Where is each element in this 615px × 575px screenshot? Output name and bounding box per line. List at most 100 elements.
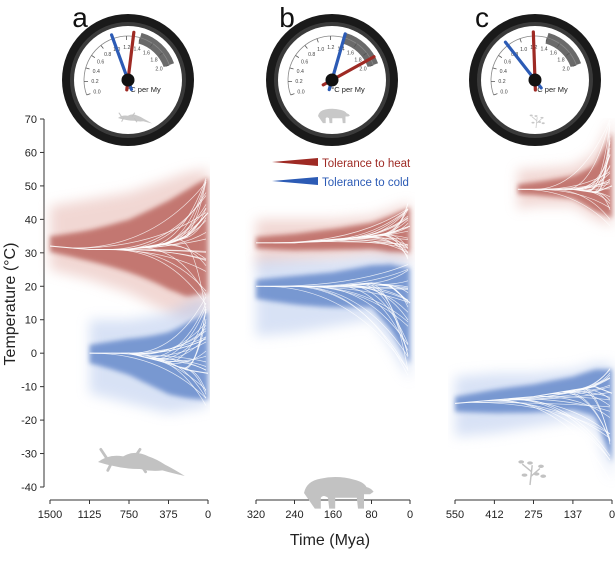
gauge-tick-label: 1.2	[123, 45, 130, 51]
x-tick-label: 320	[247, 509, 265, 521]
panel-a-gauge: 0.00.20.40.60.81.01.21.41.61.82.0°C per …	[62, 14, 194, 146]
gauge-tick-label: 0.8	[104, 52, 111, 58]
lineage-line	[295, 285, 409, 357]
y-tick-label: -40	[21, 482, 37, 494]
lineage-line	[535, 395, 611, 401]
x-tick: 0	[609, 500, 615, 521]
gauge-tick-label: 0.0	[297, 89, 304, 95]
lineage-line	[320, 240, 409, 249]
y-tick-label: -10	[21, 382, 37, 394]
panel-c-bands	[455, 119, 612, 481]
gauge-tick	[91, 55, 96, 58]
y-tick: 0	[31, 348, 44, 360]
heat-core	[517, 132, 612, 218]
lineage-line	[133, 353, 207, 406]
gauge-hub	[325, 73, 339, 87]
lineage-line	[73, 182, 207, 249]
plant-icon	[518, 114, 547, 486]
gauge-tick-label: 2.0	[562, 67, 569, 73]
heat-core	[256, 207, 410, 253]
y-tick-label: 0	[31, 348, 37, 360]
lineage-line	[510, 398, 611, 412]
gauge-tick	[100, 45, 104, 49]
gauge-tick	[363, 52, 367, 56]
lineage-line	[368, 282, 409, 371]
gauge-tick-label: 0.4	[93, 69, 100, 75]
gauge-tick-label: 1.8	[557, 58, 564, 64]
lineage-line	[91, 352, 207, 399]
x-tick: 412	[485, 500, 504, 521]
x-tick-label: 0	[407, 509, 413, 521]
gauge-tick-label: 0.8	[308, 52, 315, 58]
y-tick-group: 70 60 50 40 30 20 10 0 -10 -20 -30 -40	[21, 114, 44, 494]
gauge-tick-label: 0.6	[504, 60, 511, 66]
gauge-tick-label: 0.0	[93, 89, 100, 95]
lineage-line	[107, 195, 207, 250]
y-tick: 40	[25, 214, 44, 226]
heat-mean-line	[256, 225, 411, 244]
panel-a-x-ticks: 1500 1125 750 375 0	[38, 500, 211, 521]
panel-a-lineages	[49, 178, 209, 406]
lineage-line	[583, 165, 611, 192]
y-tick: -20	[21, 415, 44, 427]
lineage-line	[135, 322, 207, 356]
lineage-line	[111, 249, 207, 305]
bear-icon	[304, 108, 374, 509]
gauge-tick-label: 0.2	[498, 79, 505, 85]
gauge-tick	[289, 67, 294, 70]
x-tick: 275	[524, 500, 543, 521]
panel-c-x-ticks: 550 412 275 137 0	[446, 500, 615, 521]
y-tick-label: 70	[25, 114, 37, 126]
gauge-tick-label: 0.6	[301, 60, 308, 66]
x-tick-label: 160	[324, 509, 342, 521]
lineage-line	[132, 330, 207, 355]
gauge-tick-label: 2.0	[155, 67, 162, 73]
gauge-tick	[316, 38, 319, 43]
y-axis-label: Temperature (°C)	[2, 243, 19, 366]
lineage-line	[178, 217, 207, 240]
lineage-line	[346, 284, 409, 345]
heat-mean-line	[49, 212, 209, 251]
lineage-line	[120, 336, 207, 354]
gauge-tick	[566, 52, 570, 56]
lineage-line	[564, 391, 611, 442]
x-tick: 375	[159, 500, 178, 521]
legend-cold-swatch	[272, 177, 318, 185]
gauge-unit: °C per My	[127, 85, 161, 94]
gauge-tick-label: 1.4	[133, 46, 140, 52]
gauge-unit: °C per My	[534, 85, 568, 94]
x-tick-label: 137	[564, 509, 582, 521]
panel-c-label: c	[475, 2, 489, 33]
gauge-tick	[290, 93, 295, 96]
legend: Tolerance to heat Tolerance to cold	[272, 158, 411, 189]
gauge-tick	[572, 64, 577, 67]
x-tick: 1125	[78, 500, 101, 521]
cold-mean-line	[89, 352, 209, 374]
gauge-tick	[150, 43, 153, 48]
gauge-tick-label: 1.8	[150, 58, 157, 64]
y-tick: 50	[25, 181, 44, 193]
gauge-tick	[519, 38, 522, 43]
gauge-tick	[304, 45, 308, 49]
gauge-band	[545, 32, 582, 68]
lizard-icon	[98, 112, 185, 476]
lineage-line	[310, 209, 409, 242]
gauge-tick	[492, 67, 497, 70]
panel-b-gauge: 0.00.20.40.60.81.01.21.41.61.82.0°C per …	[266, 14, 398, 146]
panel-b-label: b	[279, 2, 295, 33]
gauge-tick	[295, 55, 300, 58]
lineage-line	[148, 357, 207, 399]
panel-c-gauge: 0.00.20.40.60.81.01.21.41.61.82.0°C per …	[469, 14, 601, 146]
x-tick: 320	[247, 500, 265, 521]
gauge-tick-label: 2.0	[359, 67, 366, 73]
gauge-tick-label: 0.6	[97, 60, 104, 66]
x-tick: 0	[205, 500, 211, 521]
x-tick-label: 1500	[38, 509, 62, 521]
x-tick: 137	[564, 500, 582, 521]
lineage-line	[552, 384, 611, 394]
lineage-line	[170, 350, 207, 365]
x-tick: 0	[407, 500, 413, 521]
gauge-tick	[159, 52, 163, 56]
lineage-line	[184, 308, 207, 370]
